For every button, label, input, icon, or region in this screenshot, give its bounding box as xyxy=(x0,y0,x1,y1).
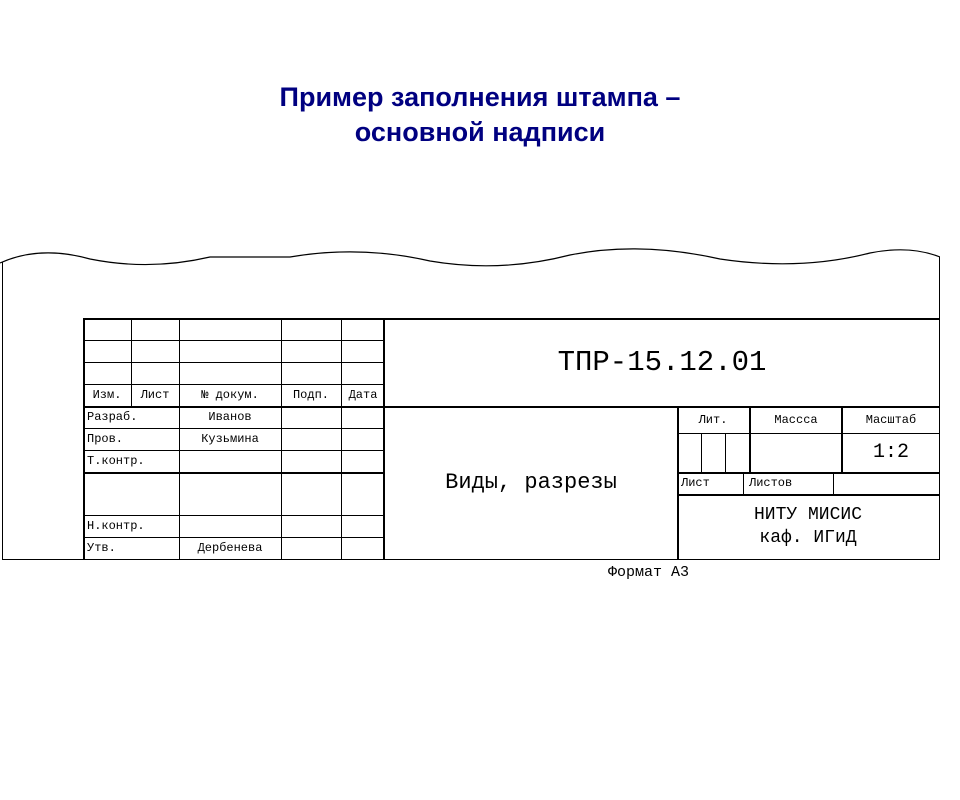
org-line2: каф. ИГиД xyxy=(759,527,856,550)
page-title: Пример заполнения штампа – основной надп… xyxy=(0,80,960,150)
name-cell: Иванов xyxy=(179,406,281,428)
doc-title: Виды, разрезы xyxy=(385,406,677,559)
title-block-stamp: Изм. Лист № докум. Подп. Дата Разраб. Ив… xyxy=(83,318,939,559)
header-mass: Массса xyxy=(749,406,841,433)
mass-value xyxy=(749,433,841,472)
header-lit: Лит. xyxy=(677,406,749,433)
role-cell: Разраб. xyxy=(83,406,179,428)
scale-value: 1:2 xyxy=(841,433,939,472)
header-list: Лист xyxy=(131,384,179,406)
header-izm: Изм. xyxy=(83,384,131,406)
header-podp: Подп. xyxy=(281,384,341,406)
role-cell: Т.контр. xyxy=(83,450,179,472)
drawing-frame: Изм. Лист № докум. Подп. Дата Разраб. Ив… xyxy=(2,235,940,560)
header-data: Дата xyxy=(341,384,385,406)
role-cell xyxy=(83,472,179,515)
role-cell: Н.контр. xyxy=(83,515,179,537)
org-line1: НИТУ МИСИС xyxy=(754,504,862,527)
format-label: Формат А3 xyxy=(608,564,689,581)
name-cell: Дербенева xyxy=(179,537,281,559)
list-label: Лист xyxy=(677,472,743,494)
doc-code: ТПР-15.12.01 xyxy=(385,318,939,406)
listov-label: Листов xyxy=(743,472,833,494)
title-line2: основной надписи xyxy=(0,115,960,150)
title-line1: Пример заполнения штампа – xyxy=(0,80,960,115)
name-cell xyxy=(179,450,281,472)
role-cell: Пров. xyxy=(83,428,179,450)
name-cell: Кузьмина xyxy=(179,428,281,450)
name-cell xyxy=(179,515,281,537)
header-ndoc: № докум. xyxy=(179,384,281,406)
role-cell: Утв. xyxy=(83,537,179,559)
header-scale: Масштаб xyxy=(841,406,939,433)
